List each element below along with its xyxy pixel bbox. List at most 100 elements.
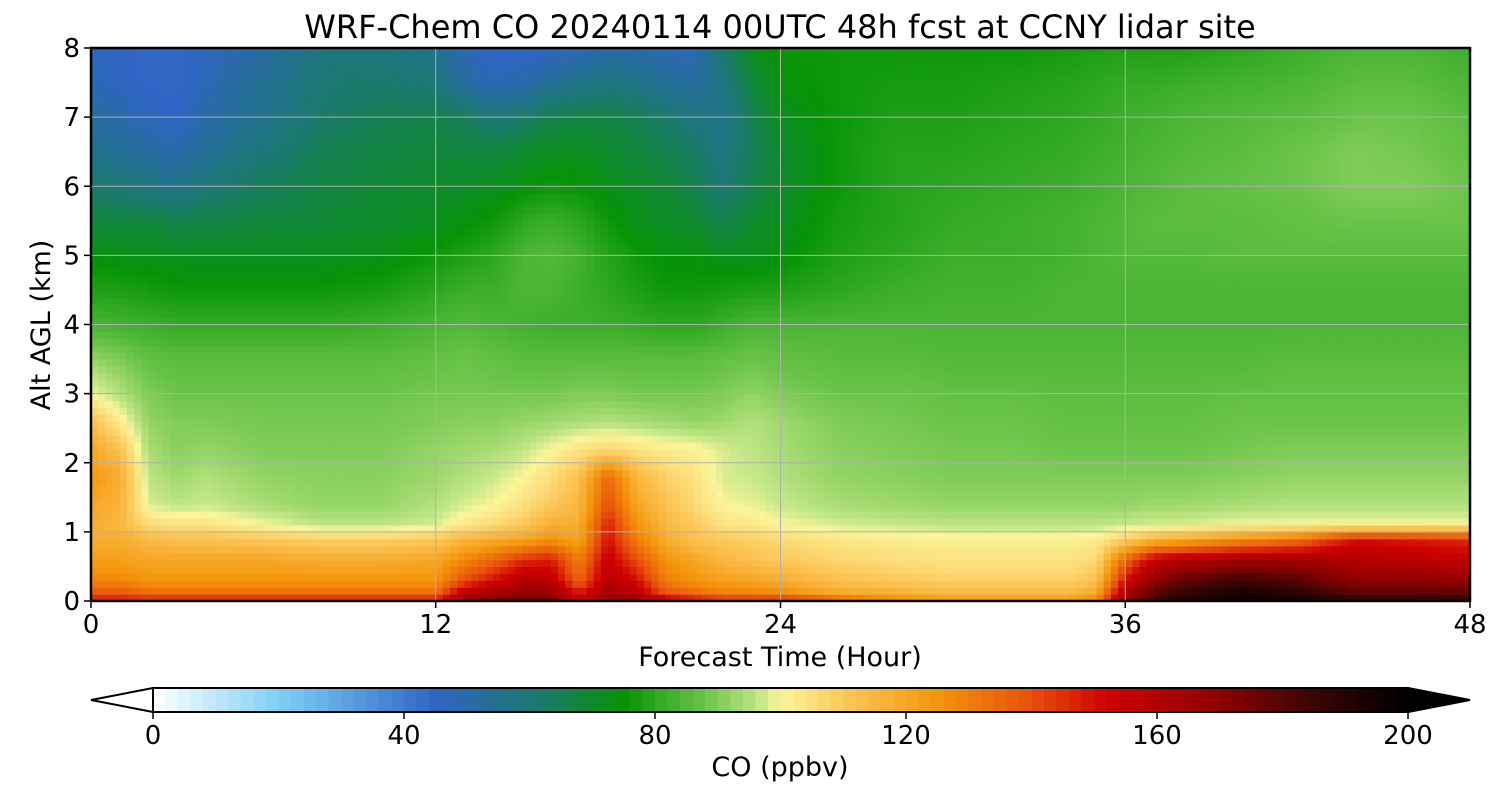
heatmap-cell: [414, 587, 422, 595]
heatmap-cell: [802, 545, 810, 554]
heatmap-cell: [1089, 566, 1098, 574]
heatmap-cell: [780, 573, 789, 581]
heatmap-cell: [1031, 545, 1040, 554]
heatmap-cell: [191, 421, 200, 429]
heatmap-cell: [1060, 538, 1069, 547]
heatmap-cell: [1455, 428, 1464, 436]
heatmap-cell: [902, 476, 911, 485]
heatmap-cell: [644, 538, 652, 547]
heatmap-cell: [579, 462, 588, 471]
heatmap-cell: [1448, 504, 1457, 512]
heatmap-cell: [845, 455, 853, 464]
heatmap-cell: [644, 428, 652, 436]
heatmap-cell: [1046, 587, 1055, 595]
heatmap-cell: [521, 531, 530, 540]
heatmap-cell: [270, 518, 279, 526]
heatmap-cell: [579, 442, 588, 450]
heatmap-cell: [213, 524, 221, 533]
heatmap-cell: [1390, 462, 1399, 471]
heatmap-cell: [593, 594, 602, 601]
heatmap-cell: [270, 531, 279, 540]
heatmap-cell: [543, 573, 552, 581]
heatmap-cell: [629, 545, 638, 554]
heatmap-cell: [615, 518, 624, 526]
heatmap-cell: [586, 573, 595, 581]
heatmap-cell: [1146, 483, 1155, 491]
heatmap-cell: [306, 531, 315, 540]
heatmap-cell: [902, 552, 911, 561]
heatmap-cell: [1232, 421, 1241, 429]
heatmap-cell: [356, 566, 365, 574]
heatmap-cell: [1132, 511, 1141, 519]
heatmap-cell: [902, 587, 911, 595]
heatmap-cell: [1060, 524, 1069, 533]
heatmap-cell: [313, 448, 322, 457]
heatmap-cell: [177, 442, 185, 450]
heatmap-cell: [205, 448, 214, 457]
heatmap-cell: [1118, 497, 1126, 505]
heatmap-cell: [679, 421, 688, 429]
heatmap-cell: [1319, 435, 1327, 443]
heatmap-cell: [320, 594, 329, 601]
heatmap-cell: [1232, 442, 1241, 450]
heatmap-cell: [421, 538, 430, 547]
heatmap-cell: [1146, 531, 1155, 540]
heatmap-cell: [1290, 594, 1299, 601]
heatmap-cells: [91, 48, 1470, 601]
heatmap-cell: [220, 469, 229, 478]
heatmap-cell: [249, 538, 257, 547]
heatmap-cell: [924, 524, 932, 533]
heatmap-cell: [579, 518, 588, 526]
heatmap-cell: [1304, 469, 1313, 478]
heatmap-cell: [1218, 538, 1227, 547]
heatmap-cell: [773, 573, 782, 581]
heatmap-cell: [1024, 538, 1033, 547]
heatmap-cell: [1017, 518, 1026, 526]
heatmap-cell: [450, 504, 458, 512]
heatmap-cell: [493, 483, 501, 491]
heatmap-cell: [1390, 580, 1399, 588]
heatmap-cell: [320, 455, 329, 464]
heatmap-cell: [830, 462, 839, 471]
heatmap-cell: [952, 435, 961, 443]
heatmap-cell: [1153, 594, 1162, 601]
heatmap-cell: [320, 524, 329, 533]
heatmap-cell: [794, 538, 803, 547]
heatmap-cell: [464, 504, 473, 512]
heatmap-cell: [579, 476, 588, 485]
heatmap-cell: [1017, 469, 1026, 478]
heatmap-cell: [363, 524, 372, 533]
heatmap-cell: [565, 518, 573, 526]
heatmap-cell: [593, 476, 602, 485]
heatmap-cell: [213, 552, 221, 561]
heatmap-cell: [277, 518, 286, 526]
heatmap-cell: [802, 455, 810, 464]
heatmap-cell: [744, 545, 753, 554]
heatmap-cell: [134, 442, 142, 450]
heatmap-cell: [1211, 566, 1220, 574]
heatmap-cell: [1031, 476, 1040, 485]
heatmap-cell: [1297, 428, 1306, 436]
heatmap-cell: [895, 573, 904, 581]
heatmap-cell: [220, 435, 229, 443]
heatmap-cell: [1441, 469, 1450, 478]
heatmap-cell: [658, 462, 667, 471]
heatmap-cell: [486, 538, 494, 547]
heatmap-cell: [1067, 524, 1076, 533]
heatmap-cell: [141, 545, 150, 554]
heatmap-cell: [679, 455, 688, 464]
heatmap-cell: [543, 566, 552, 574]
heatmap-cell: [751, 594, 760, 601]
heatmap-cell: [1218, 531, 1227, 540]
heatmap-cell: [1161, 476, 1169, 485]
heatmap-cell: [1455, 566, 1464, 574]
heatmap-cell: [995, 435, 1004, 443]
heatmap-cell: [715, 524, 724, 533]
heatmap-cell: [859, 573, 868, 581]
heatmap-cell: [881, 462, 889, 471]
heatmap-cell: [1441, 587, 1450, 595]
heatmap-cell: [471, 448, 480, 457]
heatmap-cell: [1462, 511, 1470, 519]
heatmap-cell: [349, 538, 358, 547]
heatmap-cell: [622, 538, 631, 547]
